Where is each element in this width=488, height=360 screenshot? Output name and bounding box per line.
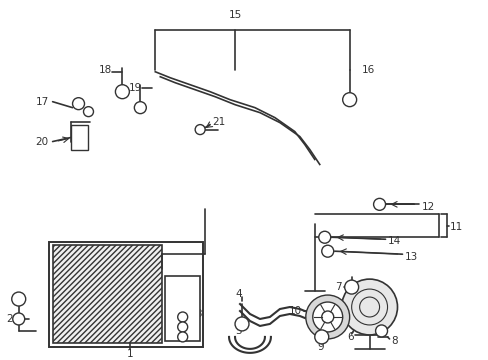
Text: 5: 5: [235, 326, 241, 336]
Text: 18: 18: [98, 65, 111, 75]
Circle shape: [342, 93, 356, 107]
Circle shape: [373, 198, 385, 210]
Text: 20: 20: [36, 136, 48, 147]
Text: 11: 11: [448, 222, 462, 232]
Text: 6: 6: [347, 332, 354, 342]
Bar: [53, 245, 162, 343]
Text: 15: 15: [228, 10, 241, 20]
Circle shape: [235, 317, 248, 331]
Circle shape: [72, 98, 84, 110]
Text: 8: 8: [391, 336, 397, 346]
Text: 13: 13: [404, 252, 417, 262]
Text: 21: 21: [212, 117, 225, 127]
Text: 9: 9: [317, 342, 324, 352]
Circle shape: [375, 325, 387, 337]
Circle shape: [314, 330, 328, 344]
Circle shape: [318, 231, 330, 243]
Bar: [165, 276, 200, 341]
Circle shape: [115, 85, 129, 99]
Circle shape: [177, 332, 187, 342]
Circle shape: [305, 295, 349, 339]
Text: 12: 12: [421, 202, 434, 212]
Circle shape: [321, 245, 333, 257]
Circle shape: [321, 311, 333, 323]
Circle shape: [177, 322, 187, 332]
Text: 10: 10: [288, 306, 301, 316]
Circle shape: [195, 125, 204, 135]
Bar: [48, 242, 203, 347]
Text: 3: 3: [195, 309, 202, 319]
Text: 14: 14: [387, 236, 400, 246]
Circle shape: [344, 280, 358, 294]
Circle shape: [134, 102, 146, 114]
Text: 7: 7: [334, 282, 341, 292]
Circle shape: [12, 292, 26, 306]
Text: 2: 2: [6, 314, 12, 324]
Text: 1: 1: [127, 349, 133, 359]
Circle shape: [13, 313, 25, 325]
Text: 17: 17: [35, 97, 48, 107]
Circle shape: [177, 312, 187, 322]
Circle shape: [312, 302, 342, 332]
Text: 4: 4: [235, 289, 241, 299]
Text: 19: 19: [128, 83, 142, 93]
Circle shape: [83, 107, 93, 117]
Text: 16: 16: [361, 65, 374, 75]
Circle shape: [341, 279, 397, 335]
Bar: [70, 125, 88, 149]
